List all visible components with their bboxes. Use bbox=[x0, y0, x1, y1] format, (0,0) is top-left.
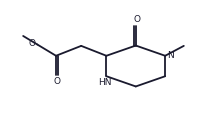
Text: O: O bbox=[133, 15, 140, 24]
Text: N: N bbox=[167, 51, 174, 60]
Text: O: O bbox=[54, 77, 61, 86]
Text: HN: HN bbox=[98, 78, 111, 87]
Text: O: O bbox=[29, 39, 36, 48]
